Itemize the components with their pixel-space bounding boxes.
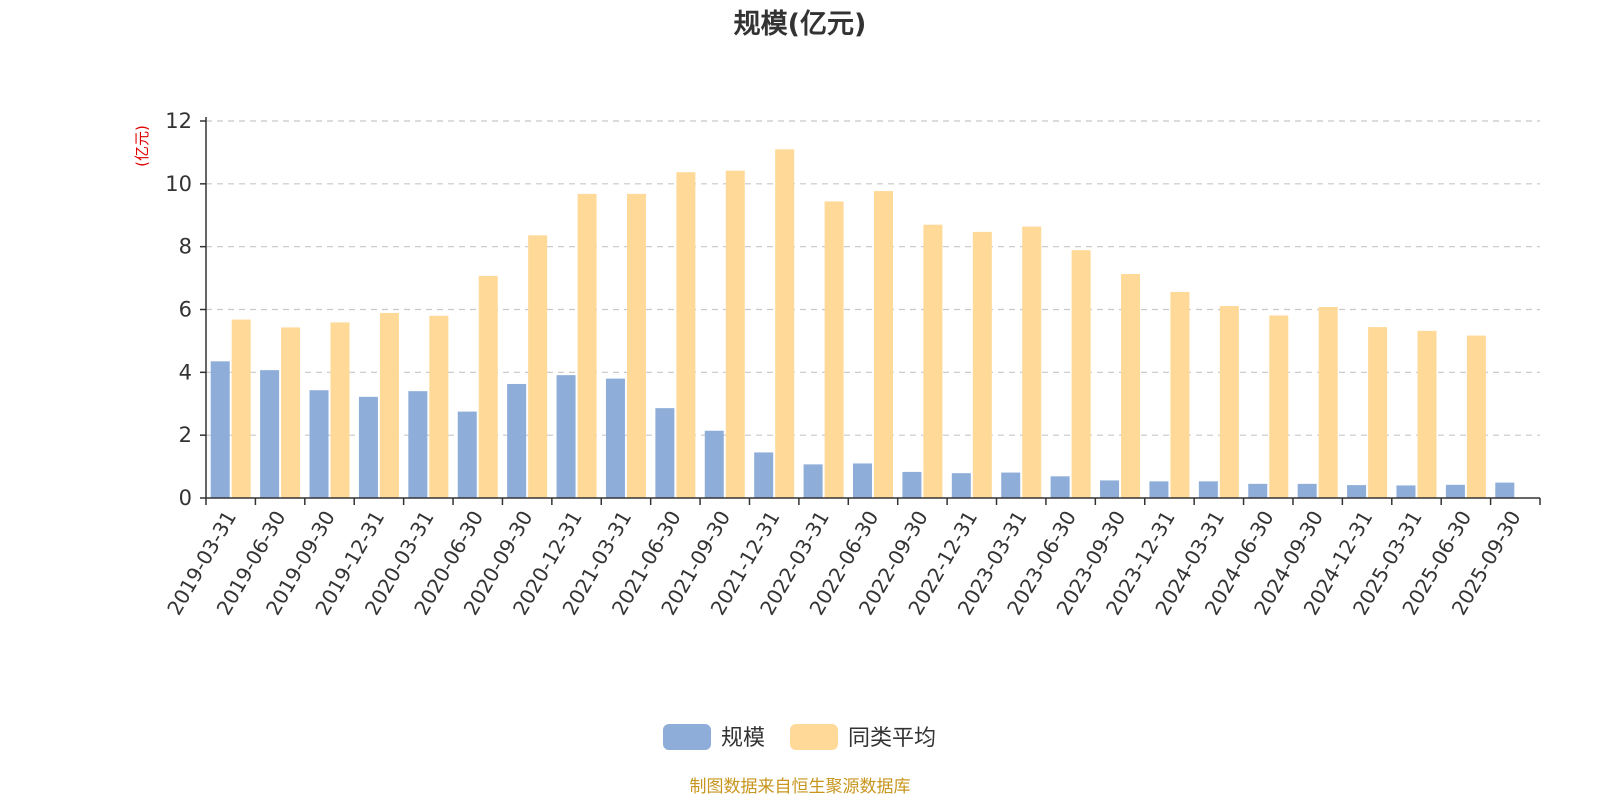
legend-label: 同类平均	[848, 726, 936, 751]
bar-scale	[754, 452, 774, 498]
source-note: 制图数据来自恒生聚源数据库	[690, 777, 911, 797]
bar-scale	[1100, 480, 1120, 498]
bar-scale	[210, 361, 230, 498]
bar-peer-average	[429, 315, 449, 498]
legend[interactable]: 规模 同类平均	[663, 724, 936, 751]
legend-item-peer-average[interactable]: 同类平均	[790, 724, 936, 751]
bar-peer-average	[1170, 291, 1190, 498]
bar-peer-average	[1071, 250, 1091, 498]
bar-scale	[1001, 472, 1021, 498]
bar-scale	[1198, 481, 1218, 498]
bar-scale	[260, 370, 280, 498]
legend-swatch	[663, 724, 711, 750]
chart-title: 规模(亿元)	[734, 9, 867, 40]
bar-scale	[605, 378, 625, 498]
y-tick-label: 2	[179, 423, 192, 447]
y-tick-label: 12	[165, 109, 192, 133]
y-tick-label: 10	[165, 172, 192, 196]
bar-peer-average	[1121, 273, 1141, 498]
bar-peer-average	[1022, 226, 1042, 498]
bar-scale	[704, 430, 724, 498]
bar-scale	[902, 471, 922, 498]
bar-peer-average	[1417, 330, 1437, 498]
legend-label: 规模	[721, 726, 765, 751]
bar-scale	[1495, 482, 1515, 498]
bar-peer-average	[1368, 327, 1388, 498]
bar-scale	[408, 391, 428, 498]
bar-scale	[507, 383, 527, 498]
bar-peer-average	[1269, 315, 1289, 498]
y-tick-label: 0	[179, 486, 192, 510]
legend-swatch	[790, 724, 838, 750]
bar-peer-average	[923, 224, 943, 499]
bar-peer-average	[874, 191, 893, 498]
bar-peer-average	[1219, 306, 1239, 498]
bar-peer-average	[478, 275, 498, 498]
bar-peer-average	[379, 312, 399, 498]
bars	[210, 149, 1515, 499]
gridlines	[206, 120, 1540, 436]
bar-scale	[457, 411, 477, 498]
bar-scale	[358, 396, 378, 498]
y-tick-label: 8	[179, 235, 192, 259]
bar-peer-average	[528, 235, 548, 498]
y-tick-label: 6	[179, 298, 192, 322]
bar-scale	[1050, 476, 1070, 498]
bar-peer-average	[972, 231, 992, 499]
bar-peer-average	[1466, 335, 1486, 498]
bar-scale	[655, 408, 675, 498]
bar-scale	[1347, 485, 1367, 498]
bar-peer-average	[1318, 306, 1338, 498]
bar-peer-average	[824, 201, 844, 498]
bar-scale	[803, 464, 823, 498]
bar-scale	[556, 375, 576, 498]
bar-scale	[309, 390, 329, 498]
bar-peer-average	[281, 327, 301, 498]
bar-scale	[853, 463, 872, 498]
bar-peer-average	[676, 172, 696, 498]
bar-peer-average	[330, 322, 350, 498]
bar-peer-average	[231, 319, 251, 498]
bar-scale	[1445, 484, 1465, 498]
y-axis-unit-label: (亿元)	[133, 125, 151, 167]
bar-scale	[951, 473, 971, 498]
bar-peer-average	[577, 193, 597, 499]
y-tick-label: 4	[179, 360, 192, 384]
bar-peer-average	[626, 193, 646, 499]
legend-item-scale[interactable]: 规模	[663, 724, 765, 751]
bar-scale	[1297, 483, 1317, 498]
bar-scale	[1248, 483, 1268, 498]
bar-peer-average	[725, 170, 745, 498]
bar-scale	[1396, 485, 1416, 498]
bar-scale	[1149, 481, 1169, 498]
bar-peer-average	[775, 149, 795, 498]
